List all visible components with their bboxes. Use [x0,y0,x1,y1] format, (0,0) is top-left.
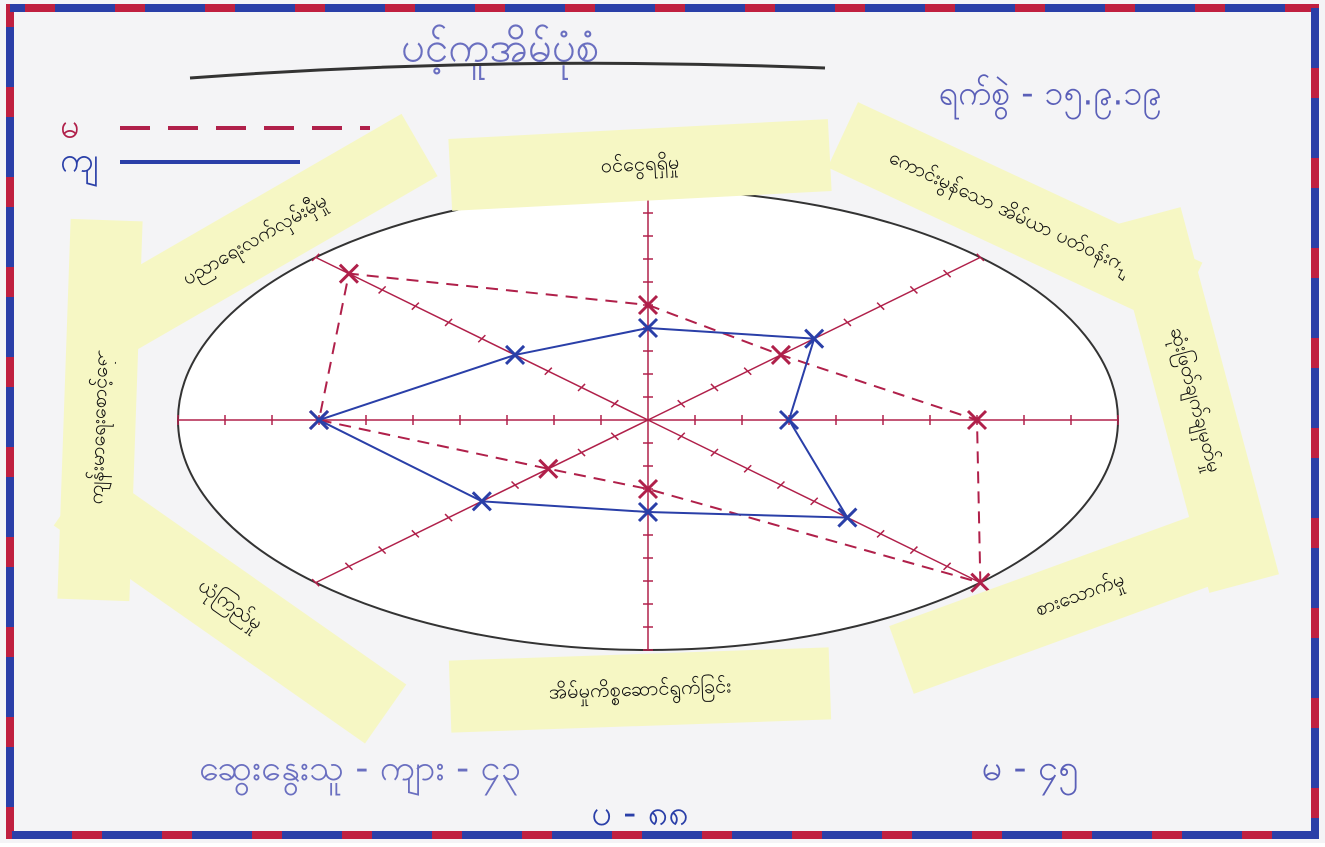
point-marker [966,409,988,431]
tick-mark [943,269,952,278]
point-marker [637,501,659,523]
category-note: အိမ်မှုကိစ္စဆောင်ရွက်ခြင်း [448,647,832,733]
legend-label: မ [60,107,79,147]
point-marker [308,409,330,431]
note-paper [53,466,407,744]
tick-mark [378,285,387,294]
tick-mark [677,432,686,441]
point-marker [637,294,659,316]
tick-mark [710,448,719,457]
tick-mark [577,383,586,392]
border-blue [6,4,1319,839]
tick-mark [577,448,586,457]
tick-mark [378,546,387,555]
tick-mark [311,253,320,262]
tick-mark [710,383,719,392]
category-note: ဝင်ငွေရရှိမှု [448,119,832,211]
note-paper [827,102,1203,328]
point-marker [637,478,659,500]
category-note: စားသောက်မှု [889,496,1271,694]
tick-mark [344,562,353,571]
tick-mark [876,302,885,311]
tick-mark [477,334,486,343]
point-marker [637,317,659,339]
note-paper [889,496,1271,694]
tick-mark [610,399,619,408]
tick-mark [909,285,918,294]
footer-note: ဆွေးနွေးသူ - ကျား - ၄၃ [199,748,521,797]
tick-mark [610,432,619,441]
tick-mark [743,367,752,376]
tick-mark [311,578,320,587]
point-marker [471,491,492,512]
point-marker [338,263,359,284]
point-marker [970,572,991,593]
tick-mark [444,318,453,327]
footer-note: ပ - ၈၈ [591,793,689,834]
tick-mark [943,562,952,571]
point-marker [778,409,800,431]
tick-mark [444,513,453,522]
point-marker [770,344,791,366]
tick-mark [976,253,985,262]
title-underline [189,61,826,80]
tick-mark [876,529,885,538]
footer-note: မ - ၄၅ [982,748,1079,796]
legend-label: ကျ [60,141,99,187]
category-note: ယုံကြည်မှု [53,466,407,744]
note-paper [448,119,832,211]
note-paper [72,113,438,367]
tick-mark [411,302,420,311]
date: ရက်စွဲ - ၁၅.၉.၁၉ [938,74,1161,120]
note-paper [1111,207,1279,593]
tick-mark [743,464,752,473]
title: ပင့်ကူအိမ်ပုံစံ [401,23,599,81]
tick-mark [411,529,420,538]
tick-mark [677,399,686,408]
point-marker [804,328,825,349]
point-marker [505,344,526,366]
tick-mark [843,318,852,327]
note-paper [448,647,832,733]
point-marker [837,507,858,528]
tick-mark [510,480,520,490]
category-note: ဆုံးဖြတ်ချက်ချမှတ်မှု [1111,207,1279,593]
series-polygon [317,272,982,584]
point-marker [538,458,559,479]
tick-mark [776,480,786,490]
tick-mark [544,367,553,376]
tick-mark [810,497,819,506]
tick-mark [909,546,918,555]
